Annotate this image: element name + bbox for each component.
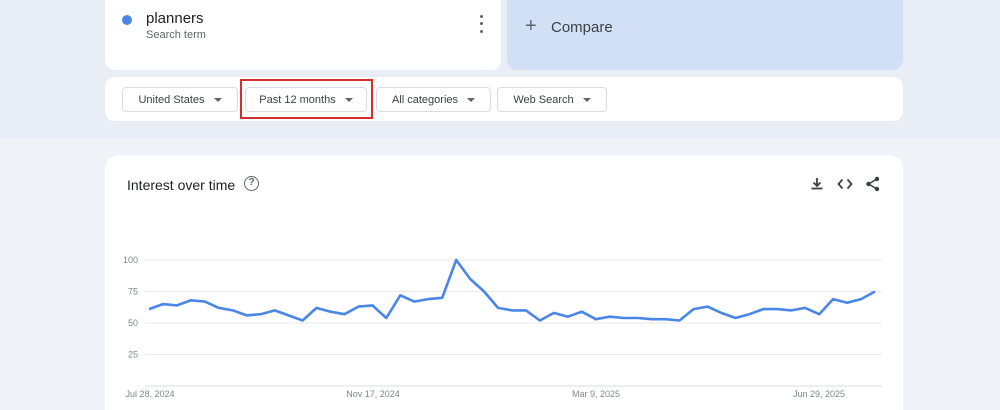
help-icon[interactable]: ? bbox=[244, 176, 259, 191]
series-line bbox=[148, 258, 876, 322]
caret-down-icon bbox=[582, 97, 591, 102]
chart-gridlines bbox=[145, 259, 882, 387]
caret-down-icon bbox=[213, 97, 222, 102]
region-label: United States bbox=[138, 93, 205, 106]
search-type-dropdown[interactable]: Web Search bbox=[497, 87, 607, 112]
y-tick-label: 50 bbox=[128, 318, 138, 328]
download-icon[interactable] bbox=[808, 175, 826, 193]
time-range-label: Past 12 months bbox=[259, 93, 336, 106]
more-options-icon[interactable] bbox=[475, 13, 487, 35]
compare-label: Compare bbox=[551, 19, 613, 36]
line-chart: 25 50 75 100 Jul 28, 2024 Nov 17, 2024 Mar 9,… bbox=[123, 255, 882, 399]
chart-title: Interest over time bbox=[127, 177, 236, 193]
highlight-box bbox=[240, 79, 373, 119]
caret-down-icon bbox=[344, 97, 353, 102]
caret-down-icon bbox=[467, 97, 476, 102]
category-label: All categories bbox=[391, 93, 459, 106]
search-type-label: Web Search bbox=[513, 93, 574, 106]
series-color-dot bbox=[122, 15, 132, 25]
y-tick-label: 25 bbox=[128, 350, 138, 360]
search-term-card[interactable]: planners Search term bbox=[105, 0, 501, 70]
category-dropdown[interactable]: All categories bbox=[376, 87, 491, 112]
y-tick-label: 100 bbox=[123, 255, 138, 265]
search-term-name: planners bbox=[146, 10, 204, 27]
x-tick-label: Mar 9, 2025 bbox=[572, 389, 620, 399]
region-dropdown[interactable]: United States bbox=[122, 87, 238, 112]
y-axis-ticks: 25 50 75 100 bbox=[123, 255, 138, 360]
search-term-subtitle: Search term bbox=[146, 29, 206, 41]
compare-button[interactable]: + Compare bbox=[507, 0, 903, 70]
plus-icon: + bbox=[525, 15, 537, 37]
share-icon[interactable] bbox=[864, 175, 882, 193]
embed-icon[interactable] bbox=[836, 175, 854, 193]
y-tick-label: 75 bbox=[128, 287, 138, 297]
interest-over-time-card: Interest over time ? 25 50 75 100 Jul 28, 2… bbox=[105, 155, 903, 410]
x-tick-label: Jun 29, 2025 bbox=[793, 389, 845, 399]
x-tick-label: Nov 17, 2024 bbox=[346, 389, 400, 399]
x-axis-ticks: Jul 28, 2024 Nov 17, 2024 Mar 9, 2025 Jun 2… bbox=[125, 389, 845, 399]
time-range-dropdown[interactable]: Past 12 months bbox=[245, 87, 367, 112]
filter-bar: United States Past 12 months All categor… bbox=[105, 77, 903, 121]
x-tick-label: Jul 28, 2024 bbox=[125, 389, 174, 399]
